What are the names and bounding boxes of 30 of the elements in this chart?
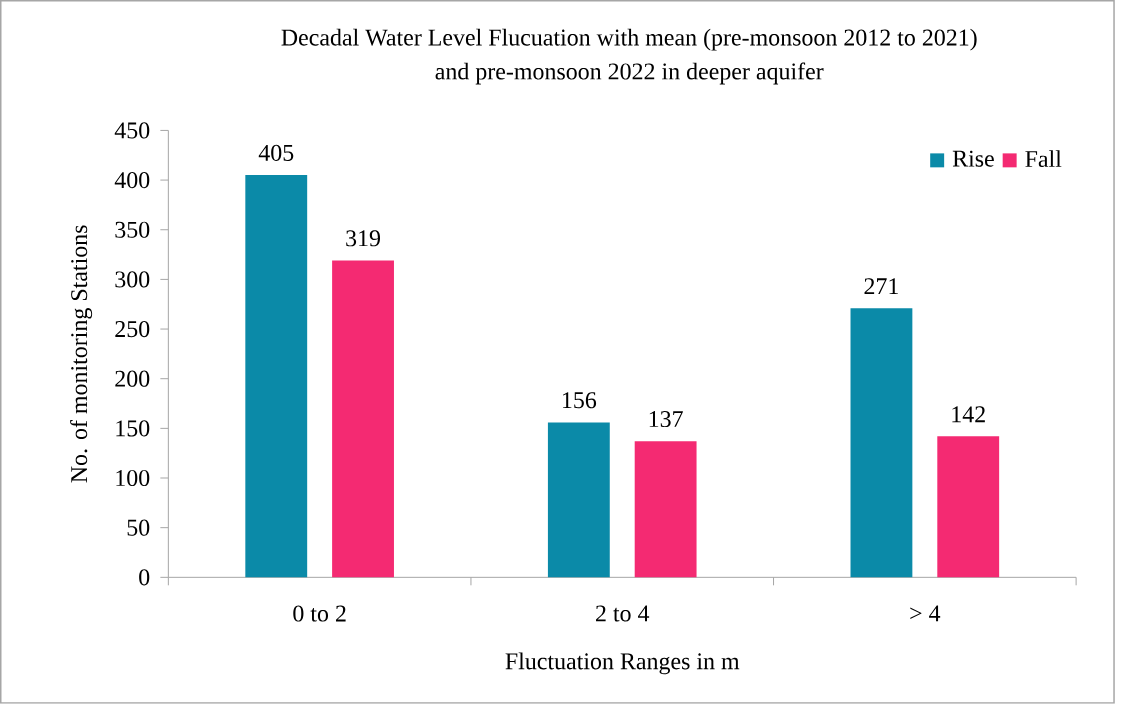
bar: [547, 422, 610, 578]
bar: [937, 436, 1000, 578]
bar: [634, 441, 697, 578]
bar: [332, 260, 394, 578]
y-tick-label: 450: [114, 122, 150, 139]
data-label: 319: [346, 230, 380, 247]
y-tick-label: 100: [116, 470, 150, 487]
y-tick-label: 350: [115, 221, 150, 238]
y-tick-label: 250: [115, 321, 150, 338]
x-axis-title: Fluctuation Ranges in m: [505, 652, 740, 675]
legend-label: Fall: [1025, 150, 1062, 168]
legend-label: Rise: [952, 150, 994, 167]
x-tick-label: 0 to 2: [293, 605, 346, 622]
data-label: 271: [864, 278, 898, 295]
chart-title: Decadal Water Level Flucuation with mean (pre-monsoon 2012 to 2021) and pre-monsoon 2022 in deeper aquifer: [281, 28, 977, 85]
data-label: 142: [952, 406, 985, 423]
y-tick-label: 50: [127, 519, 150, 536]
y-tick-label: 200: [115, 370, 150, 387]
y-tick-label: 150: [116, 420, 150, 437]
x-tick-label: 2 to 4: [596, 605, 650, 622]
data-label: 156: [562, 392, 597, 409]
data-label: 405: [258, 144, 294, 162]
y-tick-label: 0: [139, 569, 150, 586]
bar: [850, 308, 913, 578]
x-tick-label: > 4: [910, 605, 941, 622]
bar: [245, 175, 308, 578]
y-tick-label: 300: [115, 271, 150, 288]
y-tick-label: 400: [114, 172, 150, 189]
data-label: 137: [649, 411, 683, 428]
y-axis-title: No. of monitoring Stations: [70, 225, 93, 483]
